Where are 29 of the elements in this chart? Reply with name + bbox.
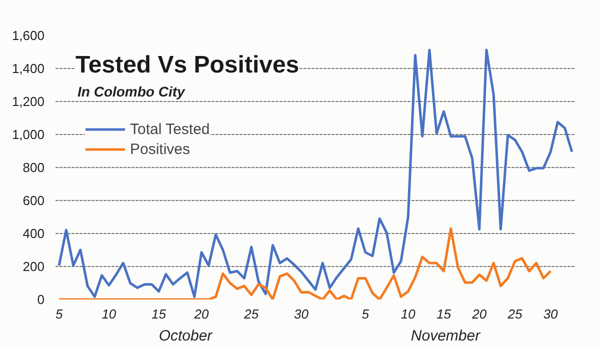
y-tick-label: 200 [22, 259, 45, 274]
y-tick-label: 1,400 [12, 61, 45, 76]
x-tick-label: 5 [55, 306, 64, 322]
x-tick-label: 25 [243, 306, 260, 322]
y-tick-label: 1,200 [12, 94, 45, 109]
text: In Colombo City [78, 84, 186, 100]
y-tick-label: 0 [37, 292, 45, 307]
x-tick-label: 10 [102, 306, 117, 322]
x-tick-label: 20 [471, 306, 488, 322]
x-tick-label: 10 [400, 306, 416, 322]
y-tick-label: 800 [22, 160, 45, 175]
x-tick-label: 30 [294, 306, 310, 322]
text: Tested Vs Positives [76, 52, 300, 78]
legend-label: Positives [130, 140, 190, 158]
y-tick-label: 1,600 [12, 28, 45, 43]
x-tick-label: 30 [543, 306, 559, 322]
y-tick-label: 400 [22, 226, 45, 241]
y-tick-label: 1,000 [12, 127, 45, 142]
y-tick-label: 600 [22, 193, 45, 208]
legend-label: Total Tested [130, 120, 210, 138]
x-tick-label: 5 [362, 306, 370, 322]
line-series [58, 48, 574, 298]
text: October [158, 328, 214, 344]
x-tick-label: 25 [506, 306, 523, 322]
line-series [58, 227, 552, 300]
x-tick-label: 15 [436, 306, 452, 322]
text: November [410, 328, 482, 344]
x-tick-label: 15 [152, 306, 167, 322]
x-tick-label: 20 [193, 306, 210, 322]
